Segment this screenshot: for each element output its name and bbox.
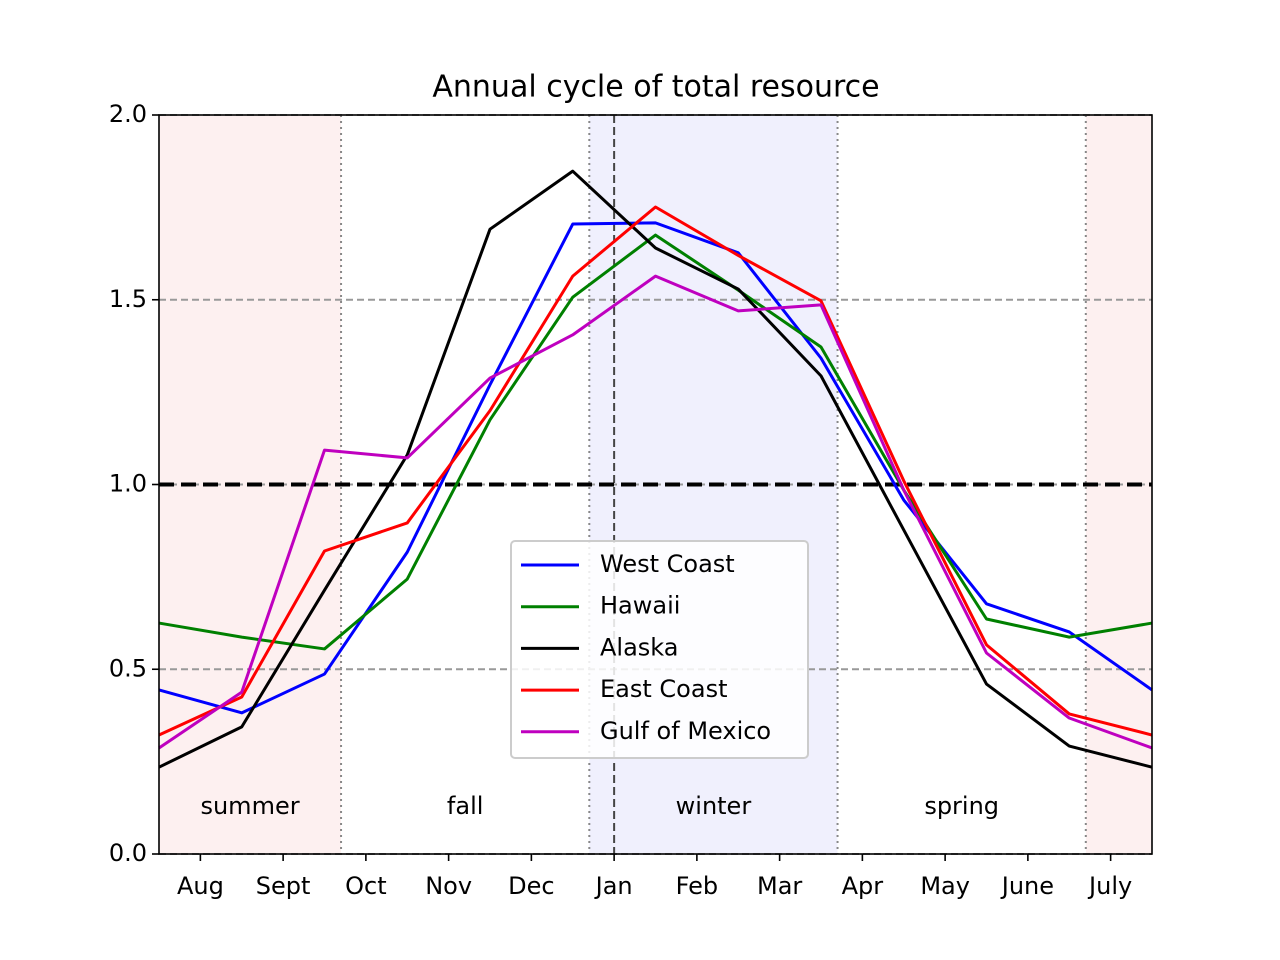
- series-line: [158, 233, 1153, 651]
- y-tick-label: 2.0: [109, 100, 147, 128]
- y-tick-label: 0.5: [109, 654, 147, 682]
- season-label: summer: [200, 792, 299, 820]
- x-tick-label: Feb: [676, 872, 719, 900]
- x-tick-label: May: [920, 872, 970, 900]
- series-line: [158, 274, 1153, 750]
- legend-label: West Coast: [600, 550, 735, 578]
- legend-label: Hawaii: [600, 592, 680, 620]
- x-tick-label: Dec: [508, 872, 554, 900]
- y-tick-label: 1.0: [109, 470, 147, 498]
- x-tick-label: Oct: [345, 872, 387, 900]
- series-line: [158, 169, 1153, 769]
- x-tick-label: Jan: [594, 872, 633, 900]
- x-tick-label: Nov: [425, 872, 472, 900]
- legend-label: Gulf of Mexico: [600, 717, 771, 745]
- plot-frame: [158, 114, 1153, 855]
- legend-label: Alaska: [600, 633, 678, 661]
- series-line: [158, 221, 1153, 715]
- y-tick-label: 1.5: [109, 285, 147, 313]
- series-line: [158, 205, 1153, 737]
- x-tick-label: Sept: [256, 872, 311, 900]
- x-tick-label: July: [1087, 872, 1132, 900]
- season-label: spring: [924, 792, 999, 820]
- x-tick-label: Aug: [177, 872, 224, 900]
- y-tick-label: 0.0: [109, 839, 147, 867]
- chart-title: Annual cycle of total resource: [432, 70, 879, 105]
- season-label: winter: [676, 792, 752, 820]
- legend-box: [510, 540, 809, 759]
- x-tick-label: Mar: [757, 872, 802, 900]
- x-tick-label: Apr: [842, 872, 884, 900]
- season-label: fall: [447, 792, 484, 820]
- legend-label: East Coast: [600, 675, 727, 703]
- x-tick-label: June: [1000, 872, 1054, 900]
